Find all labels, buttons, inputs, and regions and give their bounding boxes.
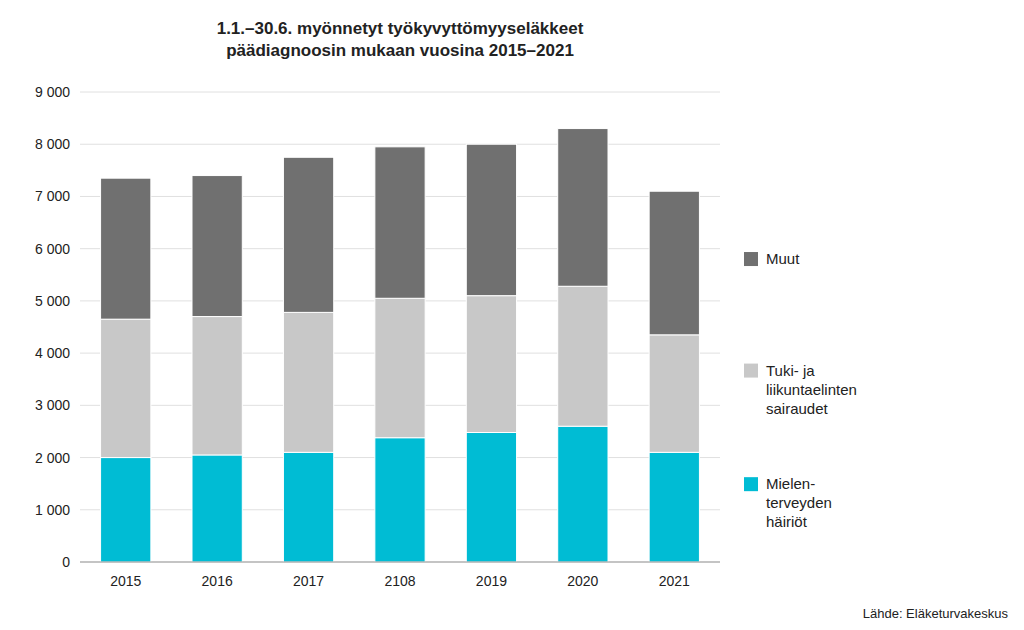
bar-segment [466,432,516,562]
bar-segment [192,317,242,455]
source-note: Lähde: Eläketurvakeskus [863,606,1009,621]
y-tick-label: 9 000 [35,84,70,100]
y-tick-label: 5 000 [35,293,70,309]
x-axis-line [80,562,720,563]
bar-segment [375,438,425,562]
text-line: päädiagnoosin mukaan vuosina 2015–2021 [226,41,574,60]
x-tick-label: 2019 [476,573,507,589]
bar-segment [101,458,151,562]
text-line: häiriöt [766,513,808,530]
legend-swatch [744,364,758,378]
bar-segment [558,286,608,426]
bar-segment [649,191,699,335]
grid [80,92,720,562]
bar-segment [101,319,151,457]
legend-entry: Tuki- ja liikuntaelintеn sairaudet [766,362,857,417]
x-tick-label: 2016 [202,573,233,589]
grid-line [80,562,720,563]
bar-segment [283,157,333,312]
x-tick-label: 2021 [659,573,690,589]
x-tick-label: 2108 [384,573,415,589]
y-tick-label: 4 000 [35,345,70,361]
legend-entry: Muut [766,250,800,267]
text-line: 1.1.–30.6. myönnetyt työkyvyttömyyseläkk… [217,19,584,38]
bar-segment [558,129,608,287]
y-tick-label: 8 000 [35,136,70,152]
legend-entry: Mielen-terveyden häiriöt [766,475,832,530]
bar-segment [466,144,516,295]
grid-line [80,144,720,145]
bar-segment [283,312,333,452]
bar-segment [192,455,242,562]
grid-line [80,92,720,93]
text-line: Tuki- ja [766,362,815,379]
y-tick-label: 3 000 [35,397,70,413]
y-tick-label: 7 000 [35,188,70,204]
y-tick-label: 6 000 [35,241,70,257]
bar-segment [192,176,242,317]
text-line: Muut [766,250,800,267]
legend: Mielen-terveyden häiriöt Tuki- ja liikuntae… [744,250,857,530]
bar-segment [375,147,425,298]
x-tick-label: 2015 [110,573,141,589]
bar-segment [466,296,516,433]
text-line: liikuntaelintеn [766,381,857,398]
bars [101,129,700,562]
legend-swatch [744,477,758,491]
text-line: terveyden [766,494,832,511]
chart: 1.1.–30.6. myönnetyt työkyvyttömyyseläkk… [0,0,1024,630]
legend-swatch [744,252,758,266]
y-tick-label: 1 000 [35,502,70,518]
text-line: sairaudet [766,400,829,417]
title: 1.1.–30.6. myönnetyt työkyvyttömyyseläkk… [217,19,584,60]
bar-segment [283,452,333,562]
bar-segment [558,426,608,562]
y-tick-label: 2 000 [35,450,70,466]
bar-segment [101,178,151,319]
text-line: Mielen- [766,475,815,492]
bar-segment [649,452,699,562]
bar-segment [649,335,699,453]
bar-segment [375,298,425,437]
x-tick-label: 2017 [293,573,324,589]
x-tick-label: 2020 [567,573,598,589]
y-tick-label: 0 [62,554,70,570]
